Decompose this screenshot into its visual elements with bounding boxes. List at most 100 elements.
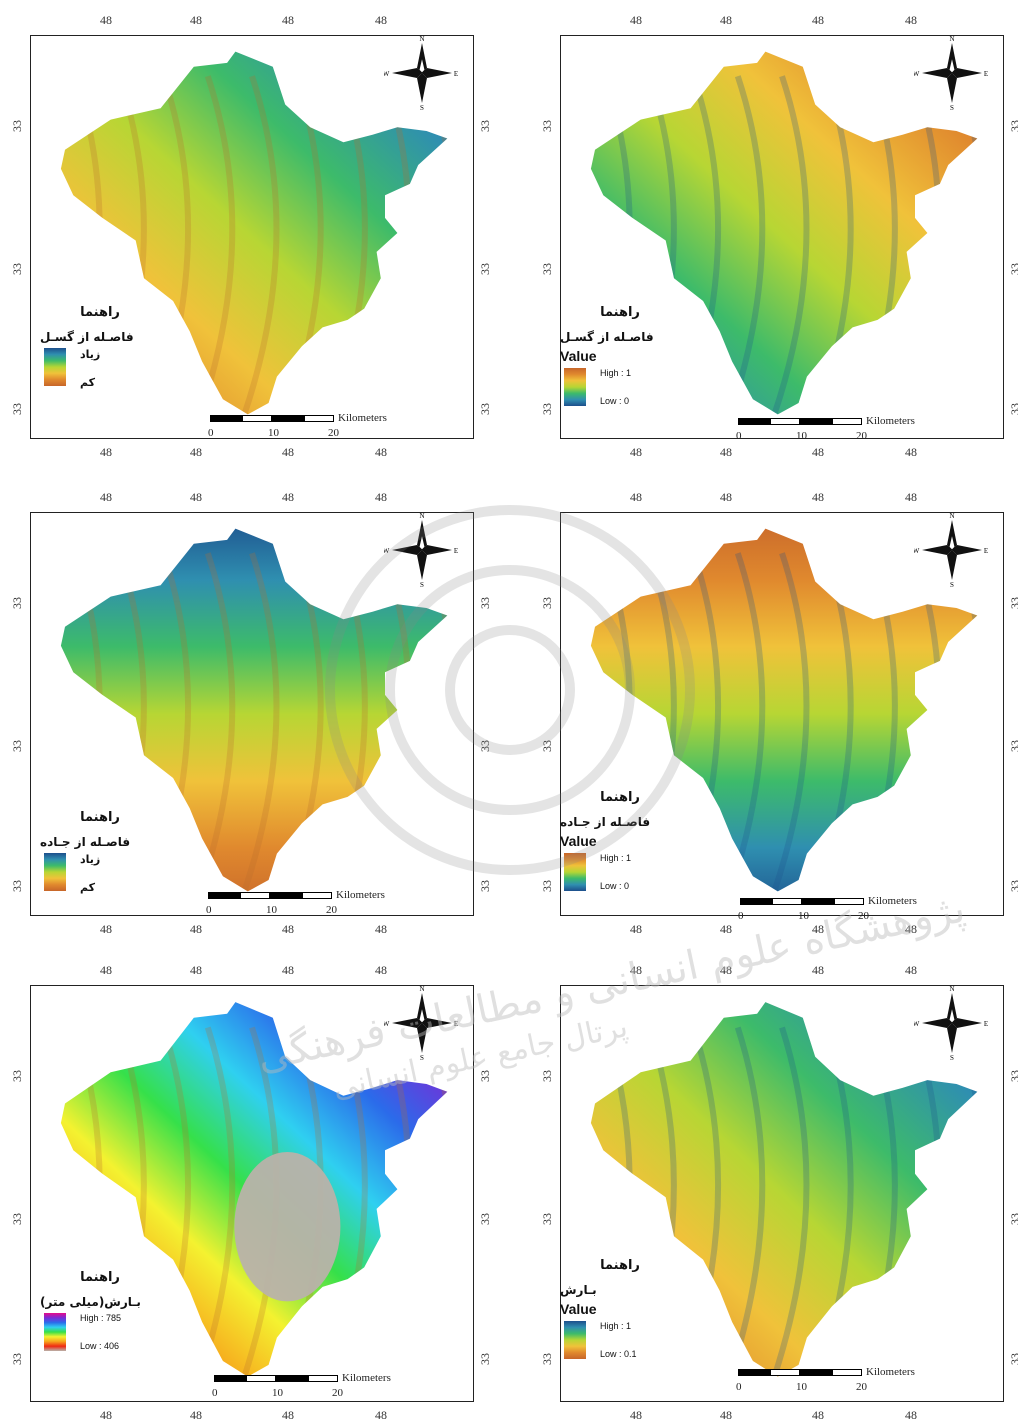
lat-tick-label: 33 bbox=[540, 263, 554, 275]
legend-color-ramp bbox=[564, 1321, 586, 1359]
lat-tick-label: 33 bbox=[540, 880, 554, 892]
lon-tick-label: 48 bbox=[812, 13, 824, 27]
scale-bar-segment bbox=[270, 892, 302, 899]
lon-tick-label: 48 bbox=[375, 445, 387, 459]
map-legend: راهنما بـارش Value High : 1 Low : 0.1 bbox=[560, 1258, 680, 1361]
scale-tick-label: 10 bbox=[796, 1381, 807, 1393]
lat-tick-label: 33 bbox=[478, 1353, 492, 1365]
north-arrow-icon: N S E W bbox=[383, 512, 460, 593]
map-frame bbox=[30, 35, 474, 439]
legend-low-label: کم bbox=[80, 376, 96, 389]
lat-tick-label: 33 bbox=[1008, 1070, 1018, 1082]
compass-n-label: N bbox=[949, 985, 954, 993]
scale-tick-label: 0 bbox=[208, 427, 214, 439]
lat-tick-label: 33 bbox=[540, 1353, 554, 1365]
lat-tick-label: 33 bbox=[1008, 263, 1018, 275]
scale-bar-segment bbox=[272, 415, 304, 422]
scale-bar-segment bbox=[208, 892, 240, 899]
lon-tick-label: 48 bbox=[905, 1408, 917, 1422]
lon-tick-label: 48 bbox=[720, 490, 732, 504]
map-frame bbox=[30, 512, 474, 916]
scale-bar-segment bbox=[214, 1375, 246, 1382]
legend-high-label: High : 1 bbox=[600, 1321, 632, 1331]
legend-ramp-row: High : 785 Low : 406 bbox=[40, 1313, 160, 1353]
lon-tick-label: 48 bbox=[100, 490, 112, 504]
legend-low-label: Low : 0.1 bbox=[600, 1349, 637, 1359]
scale-unit-label: Kilometers bbox=[868, 895, 917, 907]
scale-bar-segment bbox=[276, 1375, 308, 1382]
legend-ramp-row: زیاد کم bbox=[40, 348, 160, 389]
map-legend: راهنما فاصـله از گسـل Value High : 1 Low : 0 bbox=[560, 305, 680, 408]
legend-title: راهنما bbox=[80, 1270, 120, 1285]
map-frame bbox=[560, 985, 1004, 1402]
lat-tick-label: 33 bbox=[10, 403, 24, 415]
lat-tick-label: 33 bbox=[1008, 1353, 1018, 1365]
legend-subtitle: فاصـله از گسـل bbox=[560, 330, 654, 344]
compass-w-label: W bbox=[914, 547, 920, 555]
lon-tick-label: 48 bbox=[720, 922, 732, 936]
legend-value-label: Value bbox=[560, 348, 597, 364]
map-legend: راهنما فاصـله از جـاده Value High : 1 Low : … bbox=[560, 790, 680, 893]
scale-bar-segment bbox=[770, 418, 800, 425]
scale-tick-label: 20 bbox=[856, 1381, 867, 1393]
legend-color-ramp bbox=[44, 1313, 66, 1351]
scale-unit-label: Kilometers bbox=[866, 415, 915, 427]
scale-tick-label: 0 bbox=[736, 1381, 742, 1393]
lon-tick-label: 48 bbox=[100, 13, 112, 27]
compass-e-label: E bbox=[454, 70, 458, 78]
lat-tick-label: 33 bbox=[540, 1213, 554, 1225]
scale-bar-segment bbox=[738, 1369, 770, 1376]
map-raster bbox=[60, 1002, 448, 1377]
lat-tick-label: 33 bbox=[1008, 403, 1018, 415]
scale-bar-segment bbox=[834, 898, 864, 905]
compass-e-label: E bbox=[984, 70, 988, 78]
legend-title: راهنما bbox=[600, 305, 640, 320]
scale-tick-label: 10 bbox=[796, 430, 807, 442]
legend-color-ramp bbox=[44, 348, 66, 386]
lon-tick-label: 48 bbox=[630, 490, 642, 504]
scale-bar-segment bbox=[800, 418, 832, 425]
legend-high-label: زیاد bbox=[80, 853, 101, 866]
lon-tick-label: 48 bbox=[630, 963, 642, 977]
lon-tick-label: 48 bbox=[375, 1408, 387, 1422]
scale-bar: Kilometers 0 10 20 bbox=[206, 889, 398, 920]
lat-tick-label: 33 bbox=[10, 597, 24, 609]
scale-tick-label: 20 bbox=[328, 427, 339, 439]
lon-tick-label: 48 bbox=[812, 963, 824, 977]
scale-tick-label: 10 bbox=[268, 427, 279, 439]
scale-tick-label: 20 bbox=[856, 430, 867, 442]
lon-tick-label: 48 bbox=[375, 490, 387, 504]
scale-tick-label: 0 bbox=[738, 910, 744, 922]
lat-tick-label: 33 bbox=[478, 880, 492, 892]
compass-n-label: N bbox=[949, 35, 954, 43]
lat-tick-label: 33 bbox=[478, 740, 492, 752]
scale-bar-segment bbox=[210, 415, 242, 422]
lon-tick-label: 48 bbox=[905, 922, 917, 936]
lon-tick-label: 48 bbox=[812, 490, 824, 504]
legend-subtitle: بـارش(میلی متر) bbox=[40, 1295, 141, 1309]
legend-ramp-row: High : 1 Low : 0 bbox=[560, 368, 680, 408]
lat-tick-label: 33 bbox=[478, 403, 492, 415]
lon-tick-label: 48 bbox=[282, 13, 294, 27]
compass-e-label: E bbox=[984, 547, 988, 555]
legend-value-label: Value bbox=[560, 1301, 597, 1317]
scale-bar: Kilometers 0 10 20 bbox=[738, 895, 930, 926]
lat-tick-label: 33 bbox=[478, 597, 492, 609]
lon-tick-label: 48 bbox=[905, 490, 917, 504]
north-arrow-icon: N S E W bbox=[913, 985, 990, 1066]
legend-value-label: Value bbox=[560, 833, 597, 849]
legend-color-ramp bbox=[44, 853, 66, 891]
scale-tick-label: 10 bbox=[798, 910, 809, 922]
map-raster bbox=[590, 51, 978, 415]
legend-low-label: Low : 0 bbox=[600, 881, 630, 891]
lon-tick-label: 48 bbox=[100, 922, 112, 936]
scale-unit-label: Kilometers bbox=[866, 1366, 915, 1378]
scale-tick-label: 10 bbox=[272, 1387, 283, 1399]
legend-ramp-row: High : 1 Low : 0 bbox=[560, 853, 680, 893]
scale-bar-segment bbox=[740, 898, 772, 905]
lat-tick-label: 33 bbox=[10, 120, 24, 132]
map-legend: راهنما فاصـله از گسـل زیاد کم bbox=[40, 305, 160, 389]
lat-tick-label: 33 bbox=[10, 263, 24, 275]
map-legend: راهنما فاصـله از جـاده زیاد کم bbox=[40, 810, 160, 894]
compass-w-label: W bbox=[914, 70, 920, 78]
